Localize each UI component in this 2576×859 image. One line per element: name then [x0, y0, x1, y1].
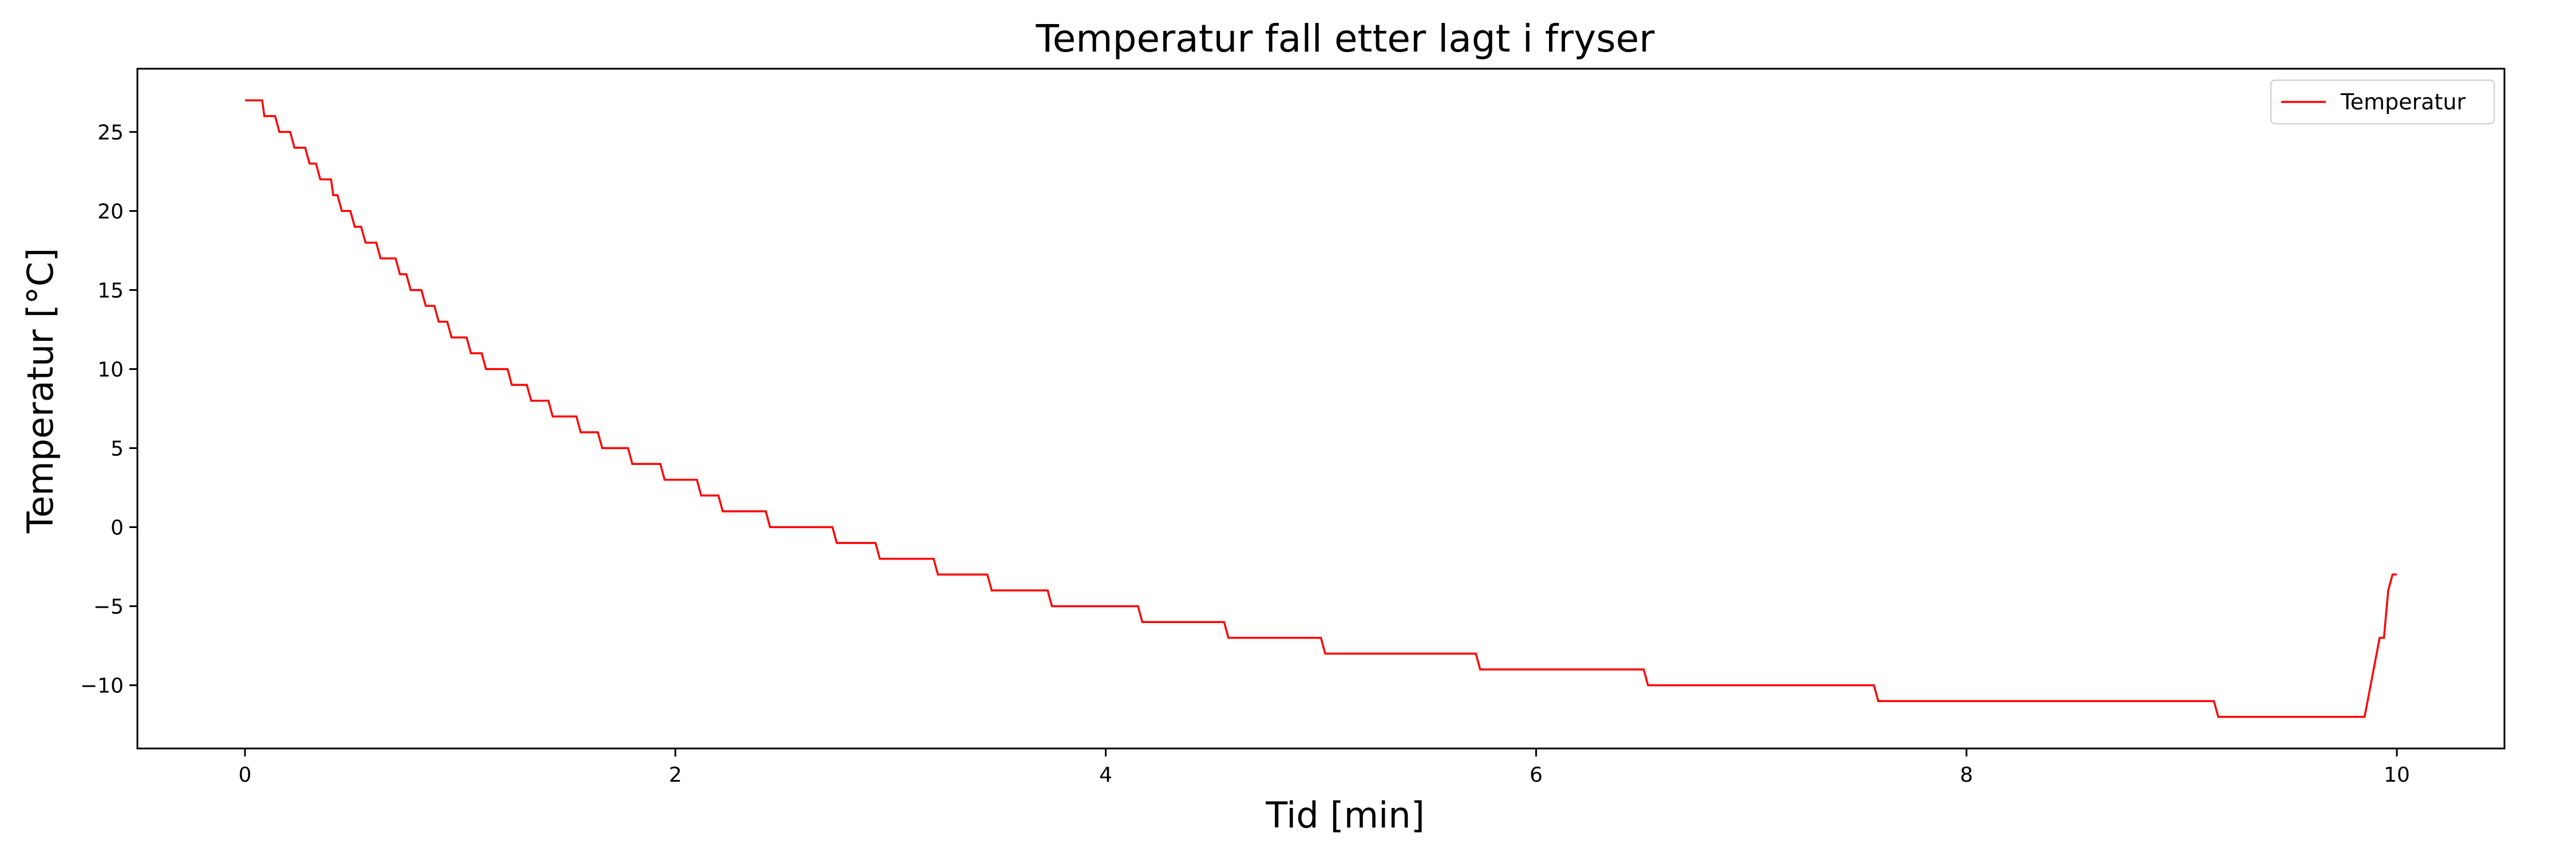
x-axis-title: Tid [min]	[1265, 794, 1425, 836]
x-tick-label: 10	[2384, 763, 2410, 787]
y-tick-label: 10	[97, 358, 124, 381]
y-tick-label: 25	[97, 121, 124, 144]
y-tick-label: −5	[93, 596, 124, 619]
legend-label: Temperatur	[2340, 89, 2466, 115]
legend-box	[2270, 80, 2495, 124]
plot-area: 0 2 4 6 8 10 −10 −5 0 5 10 15 20 25 Temperatur	[80, 68, 2506, 787]
x-tick-label: 0	[239, 763, 252, 787]
x-tick-label: 8	[1960, 763, 1973, 787]
plot-frame	[136, 68, 2506, 750]
y-tick-label: 20	[97, 200, 124, 223]
x-tick-label: 2	[669, 763, 682, 787]
y-tick-label: 0	[110, 517, 124, 540]
chart-title: Temperatur fall etter lagt i fryser	[1036, 17, 1656, 61]
y-tick-label: 15	[97, 279, 124, 302]
y-tick-label: −10	[80, 675, 124, 698]
x-tick-label: 4	[1099, 763, 1112, 787]
y-tick-label: 5	[110, 438, 124, 461]
y-axis-title: Temperatur [°C]	[19, 248, 61, 534]
temperature-series-line	[245, 99, 2397, 718]
x-tick-label: 6	[1530, 763, 1543, 787]
